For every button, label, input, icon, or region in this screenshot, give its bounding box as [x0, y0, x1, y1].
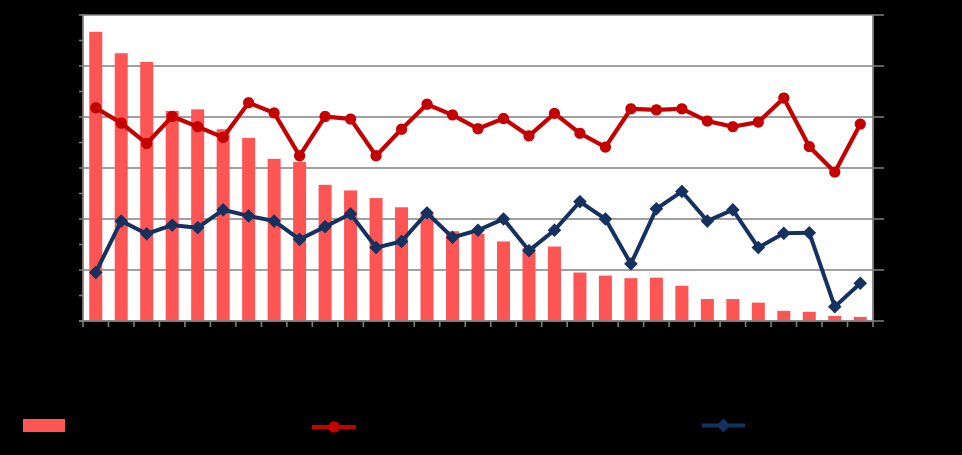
bar-30	[828, 315, 842, 321]
bar-25	[700, 299, 714, 321]
red-circle-marker-12	[370, 150, 382, 162]
bar-8	[267, 158, 281, 321]
navy-diamond-marker-26	[726, 203, 740, 217]
navy-diamond-marker-29	[802, 225, 817, 240]
navy-diamond-marker-4	[165, 218, 179, 232]
bar-6	[216, 129, 230, 321]
navy-diamond-marker-23	[649, 202, 664, 216]
navy-diamond-marker-13	[394, 234, 409, 249]
red-circle-marker-25	[701, 115, 713, 127]
navy-diamond-marker-1	[88, 265, 103, 280]
red-circle-marker-11	[344, 113, 357, 125]
bar-18	[522, 248, 536, 321]
navy-diamond-marker-14	[420, 206, 434, 220]
red-circle-marker-21	[599, 141, 612, 153]
bar-10	[318, 184, 332, 321]
bar-27	[751, 302, 765, 321]
red-circle-marker-1	[90, 102, 102, 114]
red-circle-marker-26	[727, 121, 739, 133]
navy-diamond-marker-9	[292, 232, 307, 247]
bar-12	[369, 198, 383, 321]
bar-4	[165, 110, 179, 321]
red-circle-marker-13	[395, 123, 408, 135]
navy-diamond-marker-7	[241, 209, 256, 223]
bar-17	[496, 241, 510, 321]
bar-28	[777, 310, 791, 321]
bar-31	[853, 316, 867, 321]
bar-7	[242, 137, 256, 321]
red-circle-marker-30	[829, 166, 841, 178]
red-circle-marker-17	[497, 112, 510, 125]
red-circle-marker-15	[446, 109, 459, 121]
navy-diamond-marker-24	[675, 184, 689, 199]
red-circle-marker-16	[472, 123, 484, 135]
red-circle-marker-7	[243, 97, 255, 109]
bar-23	[649, 277, 663, 321]
red-circle-marker-2	[115, 117, 127, 129]
red-circle-marker-31	[854, 118, 866, 130]
navy-diamond-marker-5	[190, 220, 205, 235]
bar-14	[420, 213, 434, 321]
legend-red-circle-marker	[328, 421, 340, 433]
red-circle-marker-24	[676, 103, 688, 115]
red-circle-marker-18	[523, 130, 535, 142]
navy-diamond-marker-20	[573, 194, 587, 209]
navy-diamond-marker-25	[700, 214, 715, 228]
bar-21	[598, 275, 612, 321]
navy-diamond-marker-12	[369, 240, 383, 255]
red-circle-marker-4	[166, 110, 178, 123]
navy-diamond-marker-2	[114, 214, 129, 228]
navy-diamond-marker-17	[496, 212, 511, 226]
legend-navy-diamond-marker	[716, 418, 731, 433]
red-circle-marker-10	[319, 110, 331, 123]
bar-19	[547, 246, 561, 321]
red-circle-marker-14	[421, 98, 433, 110]
legend-bar-swatch	[23, 419, 65, 432]
red-circle-marker-3	[141, 137, 153, 150]
navy-diamond-marker-18	[522, 243, 536, 258]
bar-20	[573, 272, 587, 321]
navy-diamond-marker-27	[751, 240, 766, 255]
red-circle-marker-23	[650, 104, 662, 116]
bar-15	[446, 231, 460, 321]
red-circle-marker-29	[803, 140, 815, 153]
navy-diamond-marker-10	[318, 219, 332, 234]
navy-diamond-marker-22	[624, 257, 638, 271]
bar-13	[395, 207, 409, 321]
red-circle-marker-8	[268, 107, 280, 119]
navy-diamond-marker-28	[777, 226, 791, 241]
navy-diamond-marker-19	[547, 223, 562, 238]
red-circle-marker-22	[625, 103, 637, 115]
bar-22	[624, 278, 638, 321]
bar-2	[114, 53, 128, 321]
navy-diamond-marker-30	[827, 299, 842, 314]
red-circle-marker-19	[548, 107, 561, 120]
navy-diamond-marker-21	[598, 212, 613, 226]
bar-26	[726, 299, 740, 321]
navy-diamond-marker-11	[343, 207, 358, 221]
red-circle-marker-9	[294, 150, 306, 162]
red-circle-marker-28	[778, 92, 790, 104]
bar-29	[802, 311, 816, 321]
bar-5	[191, 109, 205, 321]
bar-16	[471, 233, 485, 321]
bar-3	[140, 61, 154, 322]
red-circle-marker-6	[217, 131, 229, 143]
navy-diamond-marker-15	[445, 230, 460, 245]
red-circle-marker-20	[574, 127, 586, 139]
navy-diamond-marker-6	[216, 203, 230, 217]
navy-diamond-marker-3	[139, 226, 154, 241]
red-circle-marker-5	[192, 121, 204, 133]
navy-diamond-marker-8	[267, 214, 281, 228]
red-circle-marker-27	[752, 116, 764, 128]
bar-11	[344, 190, 358, 321]
navy-diamond-marker-31	[853, 276, 868, 291]
navy-diamond-marker-16	[471, 223, 485, 238]
bar-24	[675, 285, 689, 321]
